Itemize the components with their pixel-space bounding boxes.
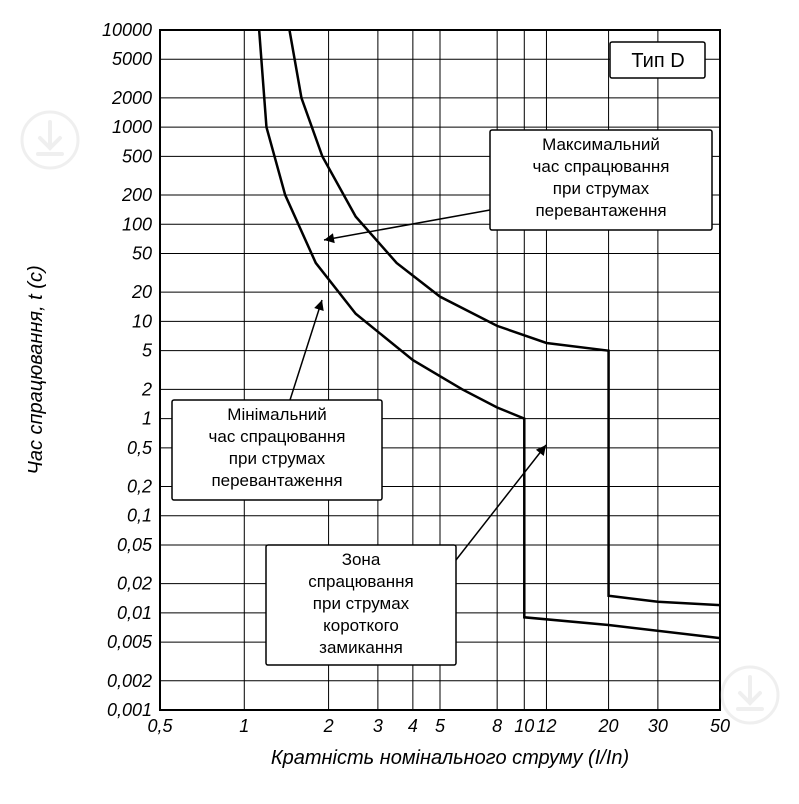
svg-text:0,05: 0,05	[117, 535, 153, 555]
x-axis-label: Кратність номінального струму (I/In)	[271, 747, 629, 769]
svg-text:0,02: 0,02	[117, 574, 152, 594]
chart-type-badge: Тип D	[631, 50, 684, 72]
svg-text:10000: 10000	[102, 20, 152, 40]
svg-text:500: 500	[122, 146, 152, 166]
svg-text:2: 2	[141, 379, 152, 399]
svg-text:1: 1	[239, 716, 249, 736]
svg-text:4: 4	[408, 716, 418, 736]
svg-text:замикання: замикання	[319, 638, 403, 657]
svg-text:час спрацювання: час спрацювання	[533, 157, 670, 176]
watermark-icon	[20, 110, 80, 170]
svg-text:0,005: 0,005	[107, 632, 153, 652]
trip-curve-chart: 0,512345810122030500,0010,0020,0050,010,…	[0, 0, 799, 799]
svg-text:5000: 5000	[112, 49, 152, 69]
svg-text:1: 1	[142, 409, 152, 429]
svg-text:2: 2	[323, 716, 334, 736]
svg-text:час спрацювання: час спрацювання	[209, 427, 346, 446]
svg-text:1000: 1000	[112, 117, 152, 137]
svg-text:перевантаження: перевантаження	[535, 201, 666, 220]
svg-text:50: 50	[132, 244, 152, 264]
svg-text:10: 10	[132, 311, 152, 331]
svg-text:5: 5	[142, 341, 153, 361]
watermark-icon	[720, 665, 780, 725]
svg-text:Зона: Зона	[342, 550, 381, 569]
svg-text:20: 20	[598, 716, 619, 736]
svg-text:12: 12	[536, 716, 556, 736]
svg-text:20: 20	[131, 282, 152, 302]
svg-text:0,2: 0,2	[127, 476, 152, 496]
svg-text:10: 10	[514, 716, 534, 736]
svg-text:перевантаження: перевантаження	[211, 471, 342, 490]
svg-text:8: 8	[492, 716, 502, 736]
svg-text:0,1: 0,1	[127, 506, 152, 526]
svg-text:30: 30	[648, 716, 668, 736]
svg-text:Максимальний: Максимальний	[542, 135, 660, 154]
y-axis-label: Час спрацювання, t (с)	[25, 265, 47, 474]
svg-text:0,01: 0,01	[117, 603, 152, 623]
svg-text:Мінімальний: Мінімальний	[227, 405, 326, 424]
svg-text:2000: 2000	[111, 88, 152, 108]
svg-text:короткого: короткого	[323, 616, 399, 635]
upper-curve	[289, 30, 720, 605]
svg-text:при струмах: при струмах	[553, 179, 650, 198]
svg-text:200: 200	[121, 185, 152, 205]
svg-text:0,5: 0,5	[127, 438, 153, 458]
svg-text:спрацювання: спрацювання	[308, 572, 413, 591]
svg-text:3: 3	[373, 716, 383, 736]
svg-text:0,001: 0,001	[107, 700, 152, 720]
svg-text:0,002: 0,002	[107, 671, 152, 691]
chart-svg: 0,512345810122030500,0010,0020,0050,010,…	[0, 0, 799, 799]
svg-text:при струмах: при струмах	[313, 594, 410, 613]
svg-text:при струмах: при струмах	[229, 449, 326, 468]
svg-text:5: 5	[435, 716, 446, 736]
svg-text:100: 100	[122, 214, 152, 234]
